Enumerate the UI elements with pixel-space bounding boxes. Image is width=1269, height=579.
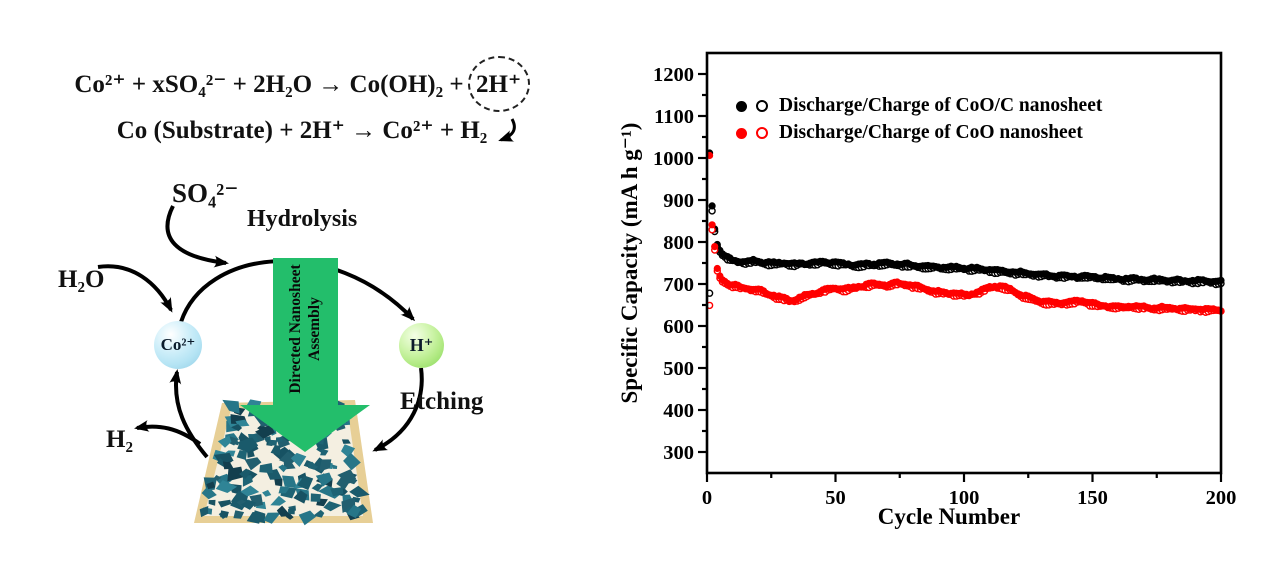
legend-filled-marker-black	[736, 100, 747, 112]
y-tick-label: 400	[663, 400, 694, 422]
y-tick-label: 1100	[654, 106, 694, 128]
etching-arc	[372, 367, 424, 452]
regeneration-arc	[169, 369, 209, 459]
y-tick-label: 600	[663, 316, 694, 338]
equation-1: Co²⁺ + xSO₄²⁻ + 2H₂O → Co(OH)₂ + 2H⁺	[36, 56, 568, 112]
data-point	[708, 202, 716, 210]
plot-frame	[705, 51, 1223, 475]
h2o-label: H₂O	[58, 266, 105, 293]
cobalt-ion-label: Co²⁺	[160, 335, 196, 354]
hydrolysis-label: Hydrolysis	[247, 206, 358, 232]
so4-arrow	[165, 205, 229, 268]
y-tick-label: 900	[663, 190, 694, 212]
chart-legend: Discharge/Charge of CoO/C nanosheet Disc…	[736, 94, 1102, 145]
legend-open-marker-red	[756, 127, 768, 139]
x-axis-title: Cycle Number	[877, 504, 1021, 529]
h2o-arrow	[97, 264, 173, 313]
proton-sphere: H⁺	[399, 323, 444, 368]
series-coo-nanosheet-discharge	[706, 151, 1225, 315]
x-tick-label: 0	[702, 487, 712, 509]
legend-label-cooc: Discharge/Charge of CoO/C nanosheet	[779, 95, 1103, 116]
etching-label: Etching	[400, 388, 484, 415]
data-point	[713, 264, 721, 273]
y-tick-label: 300	[663, 442, 694, 464]
reaction-equations: Co²⁺ + xSO₄²⁻ + 2H₂O → Co(OH)₂ + 2H⁺ Co …	[36, 56, 568, 145]
y-tick-label: 1000	[653, 148, 694, 170]
h2-label: H₂	[106, 426, 133, 453]
proton-label: H⁺	[409, 335, 434, 355]
h2-release-arrow	[134, 419, 202, 446]
x-tick-label: 200	[1206, 487, 1237, 509]
equation-2: Co (Substrate) + 2H⁺ → Co²⁺ + H₂	[116, 117, 488, 144]
cobalt-ion-sphere: Co²⁺	[154, 321, 202, 369]
y-tick-label: 1200	[653, 64, 694, 86]
x-tick-label: 50	[825, 487, 846, 509]
x-tick-label: 100	[949, 487, 980, 509]
legend-open-marker-black	[756, 100, 768, 112]
proton-recycle-arrow	[498, 118, 516, 142]
process-diagram-graphic	[97, 118, 516, 526]
y-tick-label: 500	[663, 358, 694, 380]
y-tick-label: 800	[663, 232, 694, 254]
data-point	[708, 221, 716, 229]
assembly-arrow	[240, 258, 370, 452]
series-coo-c-nanosheet-discharge	[706, 149, 1225, 286]
legend-filled-marker-red	[736, 127, 747, 139]
so4-label: SO₄²⁻	[172, 178, 239, 208]
legend-label-coo: Discharge/Charge of CoO nanosheet	[779, 122, 1083, 143]
y-axis-title: Specific Capacity (mA h g⁻¹)	[617, 122, 642, 404]
legend-row-coo: Discharge/Charge of CoO nanosheet	[736, 121, 1102, 145]
legend-row-cooc: Discharge/Charge of CoO/C nanosheet	[736, 94, 1102, 118]
data-point	[711, 243, 719, 251]
circled-protons: 2H⁺	[467, 56, 530, 112]
tick-labels: 300 400 500 600 700 800 900 1000 1100 1200 0 50 100 1…	[653, 64, 1236, 509]
y-tick-label: 700	[663, 274, 694, 296]
x-tick-label: 150	[1077, 487, 1108, 509]
equation-1-text: Co²⁺ + xSO₄²⁻ + 2H₂O → Co(OH)₂ +	[74, 71, 464, 98]
